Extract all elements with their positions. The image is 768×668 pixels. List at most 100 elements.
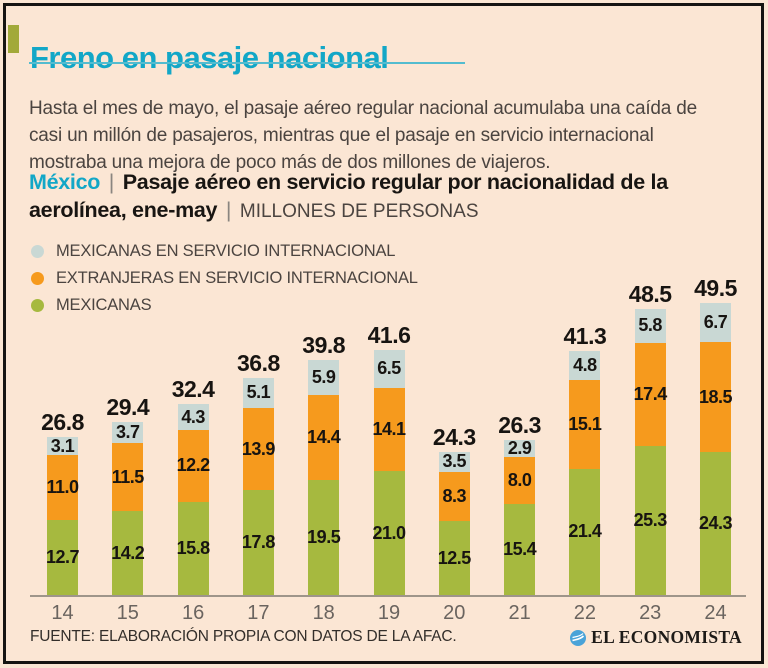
title-accent-block xyxy=(8,25,19,53)
bar-segments: 25.3 17.4 5.8 xyxy=(633,308,668,595)
segment-value-label: 21.4 xyxy=(568,521,602,542)
segment-value-label: 12.7 xyxy=(45,547,80,568)
bar-segment: 3.1 xyxy=(47,435,78,456)
segment-value-label: 5.1 xyxy=(246,382,271,403)
chart-legend: MEXICANAS EN SERVICIO INTERNACIONAL EXTR… xyxy=(31,238,418,319)
bar-segment: 21.4 xyxy=(568,468,602,595)
bar-segments: 21.0 14.1 6.5 xyxy=(372,349,406,595)
bar-segment: 3.7 xyxy=(112,421,144,444)
bar-segment: 11.0 xyxy=(46,455,79,521)
x-axis-tick-label: 20 xyxy=(443,602,466,624)
bar-segments: 14.2 11.5 3.7 xyxy=(111,421,145,595)
segment-value-label: 2.9 xyxy=(507,437,532,458)
legend-item-mexicanas-internacional: MEXICANAS EN SERVICIO INTERNACIONAL xyxy=(31,238,418,265)
segment-value-label: 14.4 xyxy=(307,426,341,447)
bar-2018: 39.8 19.5 14.4 5.9 18 xyxy=(302,332,345,624)
segment-value-label: 6.7 xyxy=(703,312,728,333)
el-economista-globe-icon xyxy=(570,629,587,646)
x-axis-tick-label: 23 xyxy=(639,602,662,624)
bar-segment: 14.4 xyxy=(307,394,341,480)
bar-total-label: 24.3 xyxy=(432,423,476,450)
bar-2014: 26.8 12.7 11.0 3.1 14 xyxy=(41,409,84,624)
bar-segments: 15.8 12.2 4.3 xyxy=(176,404,211,595)
segment-value-label: 15.4 xyxy=(503,539,537,560)
bar-segment: 25.3 xyxy=(634,445,667,595)
segment-value-label: 12.2 xyxy=(176,455,211,476)
x-axis-tick-label: 24 xyxy=(704,602,727,624)
bar-2019: 41.6 21.0 14.1 6.5 19 xyxy=(368,322,411,624)
segment-value-label: 14.1 xyxy=(372,419,406,440)
segment-value-label: 3.1 xyxy=(50,435,75,456)
bar-2016: 32.4 15.8 12.2 4.3 16 xyxy=(172,376,215,624)
segment-value-label: 4.3 xyxy=(181,406,205,427)
title-underline xyxy=(29,62,465,64)
bar-2021: 26.3 15.4 8.0 2.9 21 xyxy=(498,412,541,624)
segment-value-label: 12.5 xyxy=(437,547,472,568)
segment-value-label: 19.5 xyxy=(307,526,341,547)
legend-dot-icon xyxy=(31,299,44,312)
bar-2015: 29.4 14.2 11.5 3.7 15 xyxy=(106,394,149,625)
bar-2022: 41.3 21.4 15.1 4.8 22 xyxy=(564,323,607,624)
bar-segment: 24.3 xyxy=(698,451,733,595)
subtitle-units: MILLONES DE PERSONAS xyxy=(239,201,479,222)
segment-value-label: 8.0 xyxy=(507,470,532,491)
chart-subtitle: México | Pasaje aéreo en servicio regula… xyxy=(29,168,701,226)
bar-total-label: 26.8 xyxy=(41,408,84,435)
bar-segment: 13.9 xyxy=(242,408,275,490)
x-axis-tick-label: 18 xyxy=(312,602,335,624)
bar-segment: 12.7 xyxy=(45,520,80,595)
segment-value-label: 3.5 xyxy=(442,451,467,472)
bar-segment: 21.0 xyxy=(372,471,406,595)
bar-segment: 19.5 xyxy=(307,479,341,595)
bar-segment: 5.8 xyxy=(634,308,666,344)
subtitle-separator: | xyxy=(225,198,232,222)
bar-segment: 3.5 xyxy=(438,451,470,473)
subtitle-region: México xyxy=(29,170,101,194)
bar-segment: 12.2 xyxy=(176,429,211,502)
bar-total-label: 26.3 xyxy=(498,411,541,438)
bar-segment: 8.3 xyxy=(438,472,470,522)
x-axis-tick-label: 14 xyxy=(51,602,74,624)
x-axis-line xyxy=(30,595,746,597)
bar-segment: 17.8 xyxy=(241,490,276,595)
bar-segment: 15.1 xyxy=(568,379,602,469)
segment-value-label: 17.4 xyxy=(633,383,668,404)
legend-label: MEXICANAS xyxy=(56,296,152,314)
bar-segment: 17.4 xyxy=(633,343,668,446)
segment-value-label: 11.5 xyxy=(111,466,145,487)
bar-2024: 49.5 24.3 18.5 6.7 24 xyxy=(694,275,737,624)
x-axis-tick-label: 17 xyxy=(247,602,270,624)
legend-item-extranjeras-internacional: EXTRANJERAS EN SERVICIO INTERNACIONAL xyxy=(31,265,418,292)
legend-dot-icon xyxy=(31,272,44,285)
legend-label: EXTRANJERAS EN SERVICIO INTERNACIONAL xyxy=(56,269,418,287)
bar-segment: 6.7 xyxy=(700,302,731,343)
x-axis-tick-label: 19 xyxy=(377,602,401,624)
bar-segment: 6.5 xyxy=(373,349,405,388)
bar-segments: 17.8 13.9 5.1 xyxy=(241,377,276,595)
bar-total-label: 36.8 xyxy=(237,349,280,376)
segment-value-label: 3.7 xyxy=(116,421,140,442)
bar-segment: 14.1 xyxy=(372,388,406,472)
bar-segment: 18.5 xyxy=(698,342,733,452)
legend-dot-icon xyxy=(31,245,44,258)
bar-total-label: 41.6 xyxy=(367,321,411,348)
segment-value-label: 15.1 xyxy=(568,413,602,434)
segment-value-label: 21.0 xyxy=(372,522,406,543)
bar-total-label: 41.3 xyxy=(563,323,607,350)
segment-value-label: 18.5 xyxy=(698,386,733,407)
bar-segments: 19.5 14.4 5.9 xyxy=(307,360,341,595)
bar-total-label: 29.4 xyxy=(106,393,150,420)
x-axis-tick-label: 15 xyxy=(116,602,139,624)
publisher-name: EL ECONOMISTA xyxy=(591,627,742,647)
segment-value-label: 24.3 xyxy=(698,512,733,533)
bar-total-label: 48.5 xyxy=(628,280,672,307)
page-title: Freno en pasaje nacional xyxy=(30,39,389,75)
bar-2020: 24.3 12.5 8.3 3.5 20 xyxy=(433,424,476,624)
segment-value-label: 5.9 xyxy=(311,367,336,388)
bar-segment: 5.1 xyxy=(242,377,274,408)
bar-total-label: 39.8 xyxy=(302,332,346,359)
segment-value-label: 5.8 xyxy=(638,315,662,336)
segment-value-label: 17.8 xyxy=(241,532,276,552)
